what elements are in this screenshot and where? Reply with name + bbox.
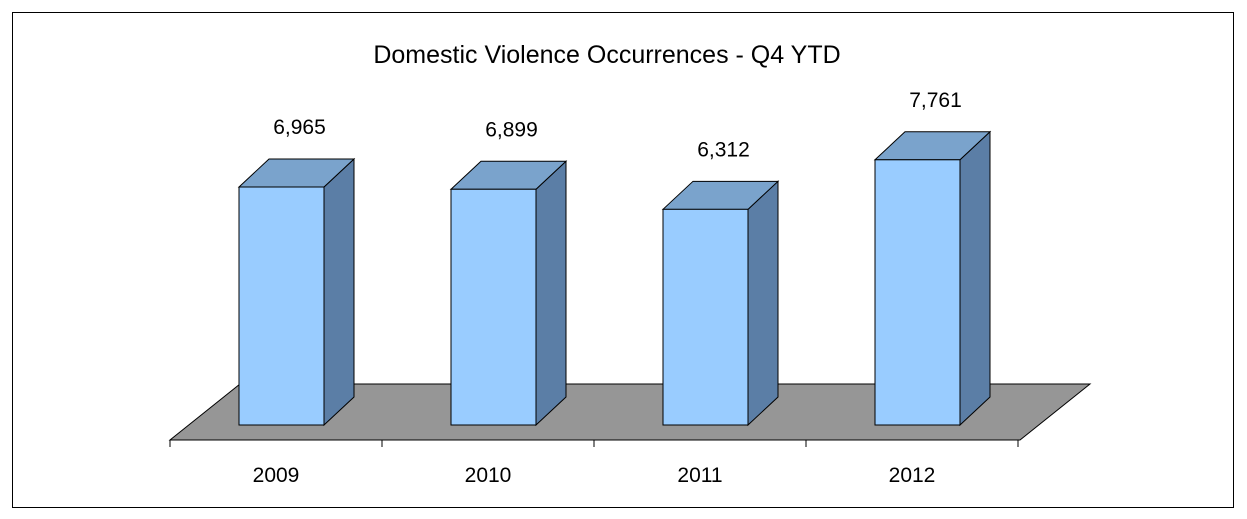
- chart-title: Domestic Violence Occurrences - Q4 YTD: [373, 41, 840, 69]
- bar-side-face: [747, 180, 779, 427]
- data-label: 6,312: [697, 138, 750, 161]
- x-tick-label: 2009: [253, 464, 300, 487]
- bar-2010: 6,899: [449, 118, 568, 427]
- bar-side-face: [959, 130, 991, 427]
- bar-2012: 7,761: [873, 89, 992, 427]
- x-tick-label: 2012: [889, 464, 936, 487]
- x-tick-label: 2010: [465, 464, 512, 487]
- bar-front-face: [874, 159, 961, 426]
- x-tick-label: 2011: [677, 464, 722, 487]
- bar-2009: 6,965: [237, 116, 356, 427]
- bar-side-face: [323, 157, 355, 427]
- bar-front-face: [662, 208, 749, 426]
- bar-side-face: [535, 160, 567, 427]
- data-label: 7,761: [909, 89, 962, 112]
- bar-2011: 6,312: [661, 138, 780, 427]
- data-label: 6,899: [485, 118, 538, 141]
- bar-front-face: [238, 186, 325, 426]
- bar-front-face: [450, 188, 537, 426]
- data-label: 6,965: [273, 116, 326, 139]
